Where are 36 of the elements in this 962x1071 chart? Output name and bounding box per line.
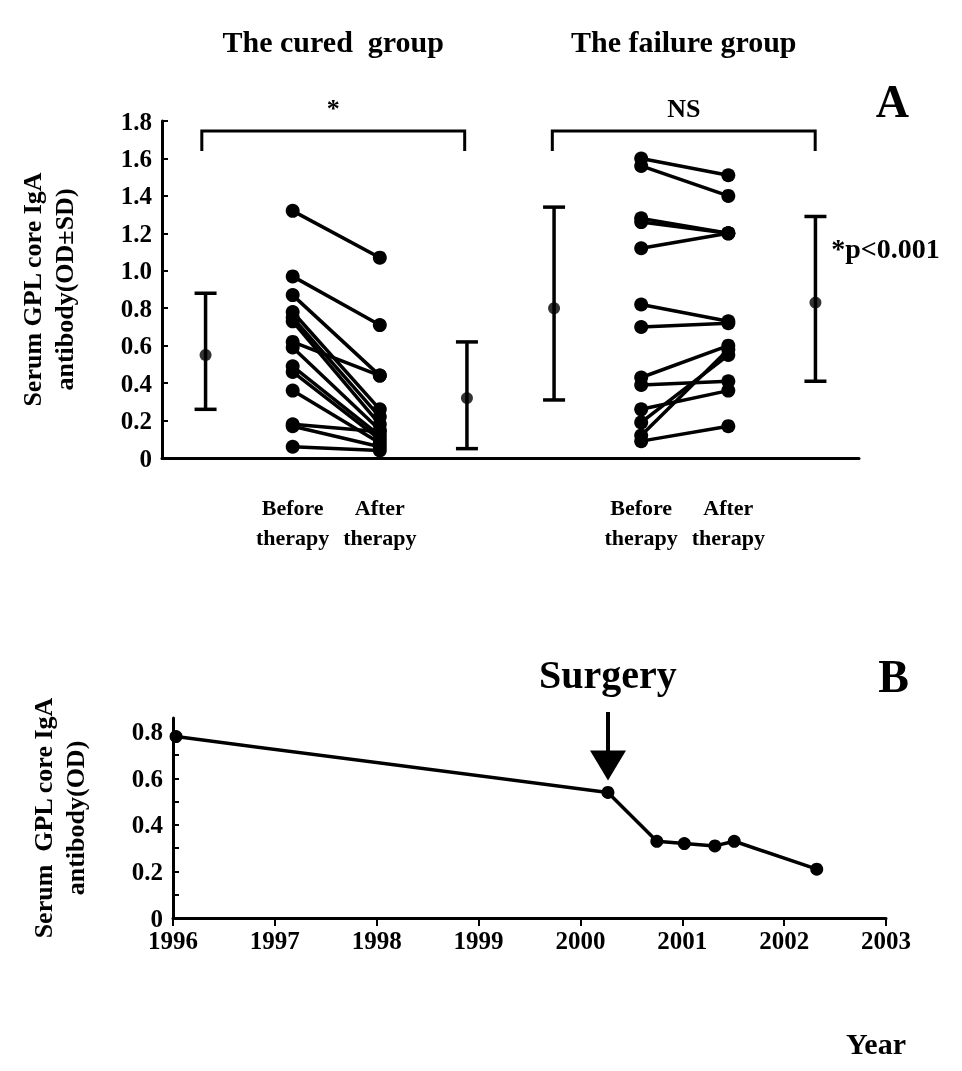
y-axis-title: Serum GPL core IgA antibody(OD) [28,697,90,939]
annotation: *p<0.001 [831,232,940,264]
x-tick-label: After therapy [343,494,417,550]
y-tick-label: 0.2 [131,857,163,885]
chart-title: A [875,75,910,127]
y-tick-label: 0 [139,444,152,472]
x-tick-label: 1999 [453,927,504,954]
y-axis-title: Serum GPL core IgA antibody(OD±SD) [17,172,79,407]
text: The failure group [570,24,797,58]
y-tick-label: 0.2 [120,407,152,435]
x-tick-label: After therapy [691,494,765,550]
text: The cured group [222,24,444,58]
y-tick-label: 0.6 [120,332,152,360]
y-tick-label: 1.8 [120,107,152,135]
y-tick-label: 1.2 [120,219,152,247]
x-tick-label: 2000 [555,927,606,954]
y-tick-label: 0.8 [131,718,163,746]
x-tick-label: 1998 [351,927,402,954]
x-axis-title: Year [846,1026,906,1060]
x-tick-label: Before therapy [256,494,330,550]
x-tick-label: 1997 [249,927,300,954]
y-tick-label: 0.8 [120,294,152,322]
annotation: Surgery [539,651,677,697]
y-tick-label: 0.4 [131,811,164,839]
y-tick-label: 0.4 [120,369,153,397]
y-tick-label: 1.4 [120,182,153,210]
annotation: * [326,93,340,123]
y-tick-label: 1.6 [120,144,152,172]
chart-title: B [878,650,910,702]
y-tick-label: 0.6 [131,764,163,792]
x-tick-label: 2002 [759,927,810,954]
y-tick-label: 1.0 [120,257,152,285]
x-tick-label: 2003 [861,927,911,954]
x-tick-label: 2001 [657,927,708,954]
x-tick-label: Before therapy [604,494,678,550]
annotation: NS [667,93,701,123]
